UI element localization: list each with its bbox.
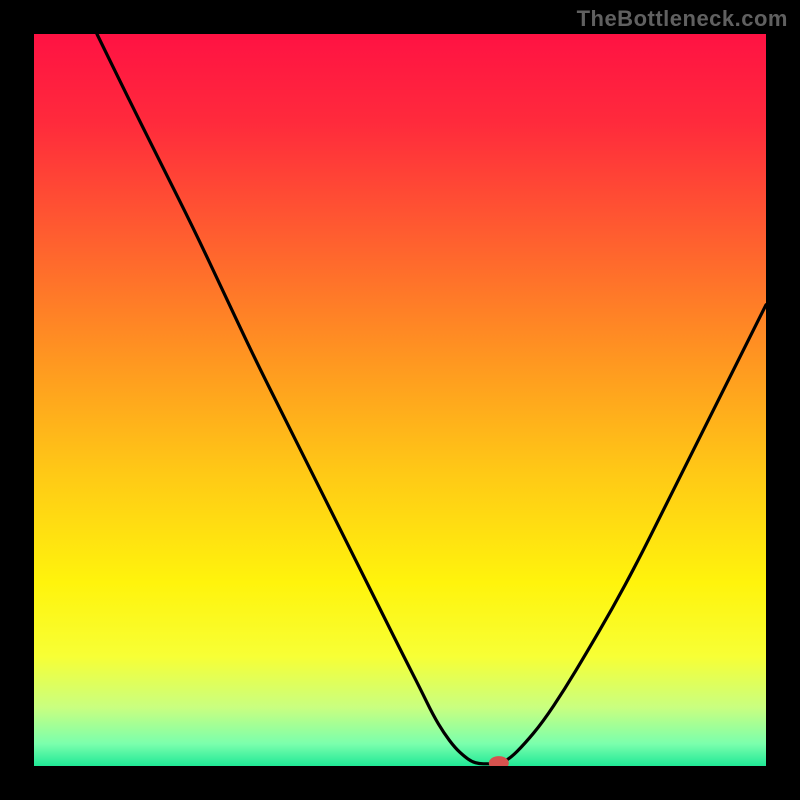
- bottleneck-chart: [0, 0, 800, 800]
- watermark-text: TheBottleneck.com: [577, 6, 788, 32]
- chart-gradient-background: [34, 34, 766, 766]
